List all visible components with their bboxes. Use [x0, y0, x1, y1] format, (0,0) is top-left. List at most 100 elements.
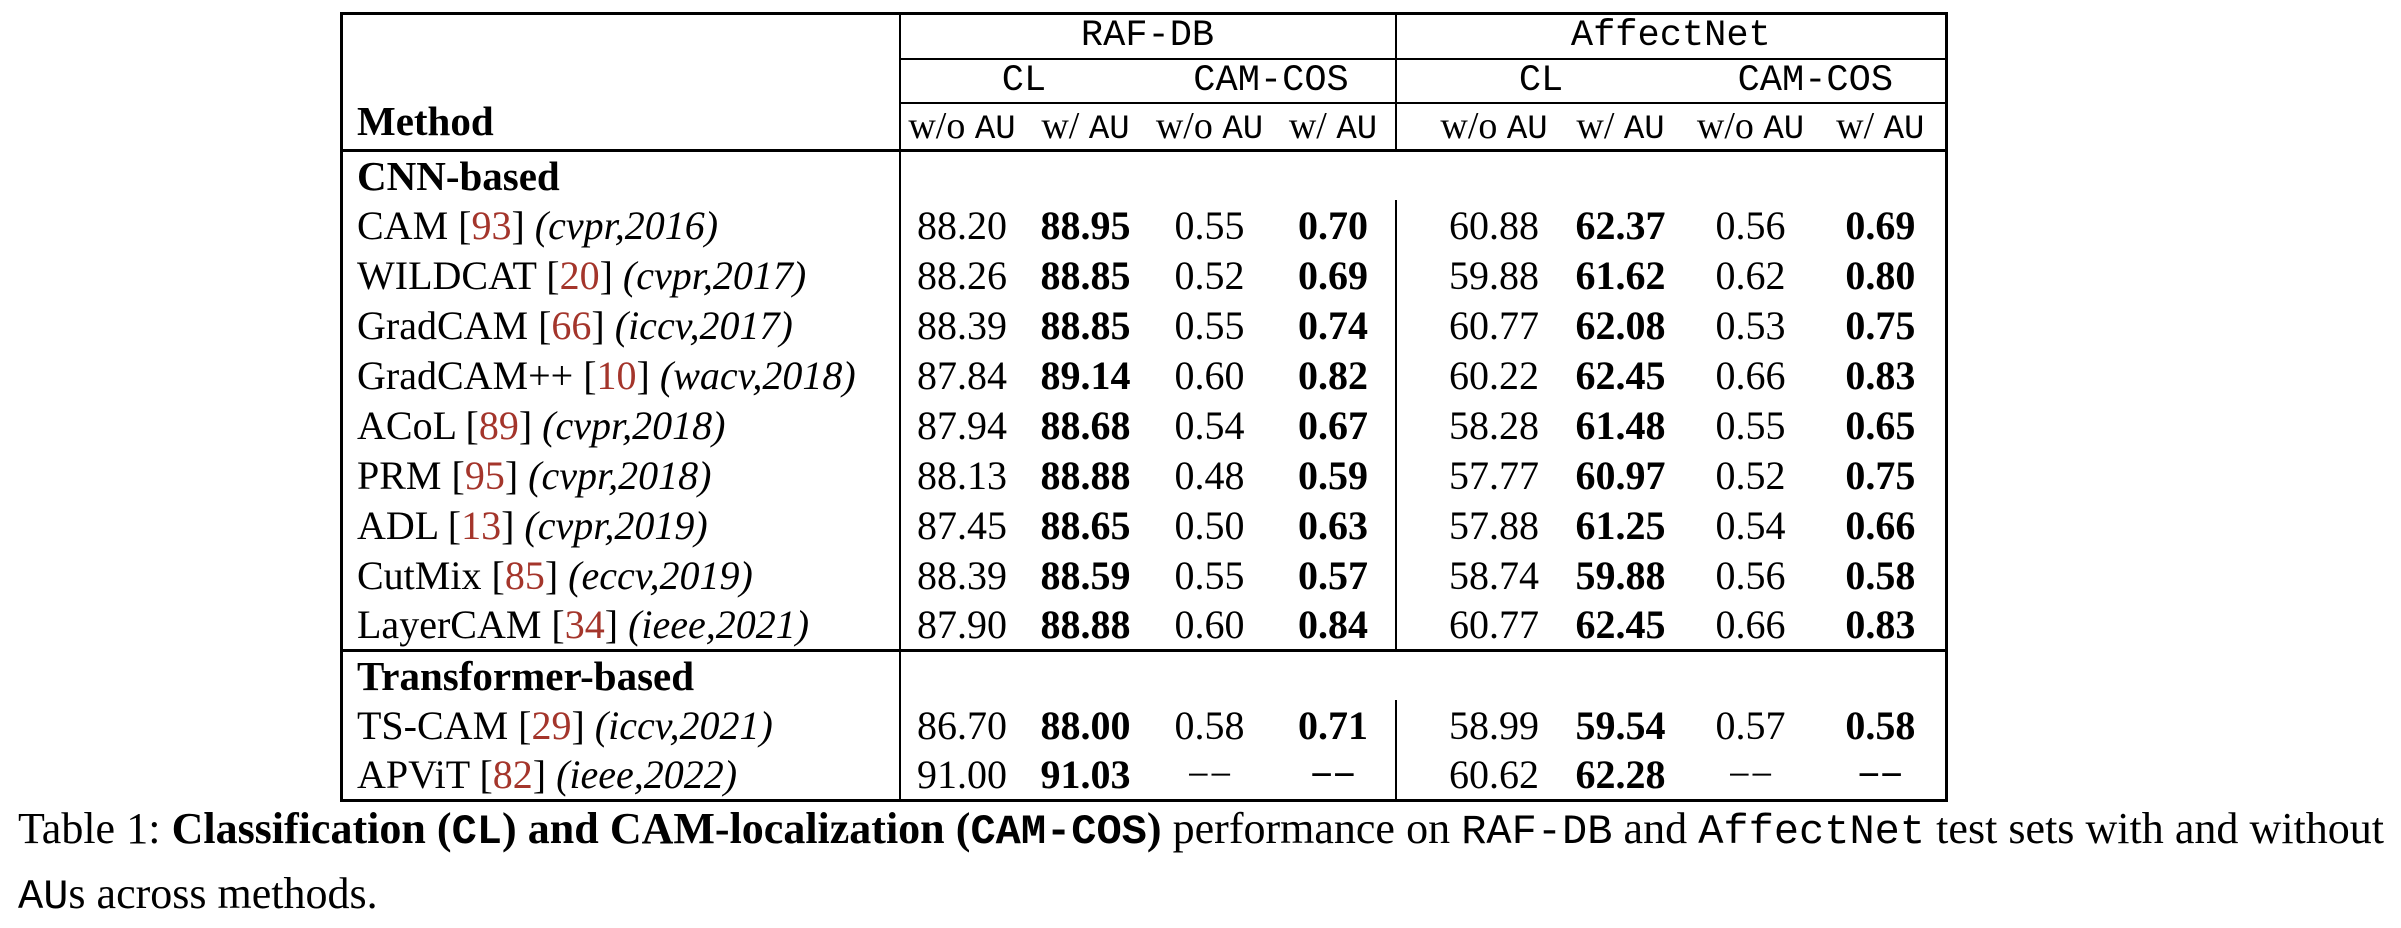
value-cell: 62.45	[1575, 352, 1666, 398]
citation-bracket: [	[541, 601, 565, 647]
wo-label: w/o	[908, 104, 975, 147]
value-cell: 0.55	[1174, 202, 1245, 248]
citation-bracket: ]	[532, 751, 557, 797]
citation-bracket: ]	[636, 352, 660, 398]
value-cell: 0.75	[1845, 302, 1916, 348]
caption-affectnet-code: AffectNet	[1698, 808, 1926, 856]
value-cell: 0.59	[1271, 450, 1397, 500]
value-cell: 0.58	[1845, 702, 1916, 748]
value-cell: 61.62	[1575, 252, 1666, 298]
method-name: CutMix [85] (eccv,2019)	[341, 550, 901, 600]
value-cell: 0.60	[1174, 352, 1245, 398]
citation-number: 82	[492, 751, 533, 797]
affectnet-label: AffectNet	[1570, 15, 1771, 58]
value-cell: 87.45	[917, 502, 1007, 548]
citation-bracket: ]	[604, 601, 629, 647]
caption-camcos-code: CAM-COS	[970, 808, 1147, 856]
method-label: LayerCAM	[357, 601, 542, 647]
citation-number: 85	[504, 552, 545, 598]
value-cell: 62.28	[1575, 751, 1666, 797]
citation-bracket: ]	[544, 552, 569, 598]
value-cell: 0.54	[1715, 502, 1786, 548]
citation-number: 10	[596, 352, 637, 398]
value-cell: 89.14	[1040, 352, 1131, 398]
citation-number: 66	[551, 302, 592, 348]
value-cell: 0.82	[1271, 350, 1397, 400]
caption-bold-text: Classification (	[171, 804, 452, 853]
value-cell: 0.69	[1845, 202, 1916, 248]
table-row: PRM [95] (cvpr,2018) 88.13 88.88 0.48 0.59 57…	[341, 450, 1947, 500]
col-header-w-au: w/ AU	[1555, 102, 1686, 152]
venue-label: (ieee,2021)	[628, 601, 810, 647]
value-cell: 0.62	[1715, 252, 1786, 298]
value-cell: 0.66	[1845, 502, 1916, 548]
caption-bold-text: )	[1146, 804, 1173, 853]
value-cell: 0.55	[1715, 402, 1786, 448]
value-cell: 60.22	[1449, 352, 1540, 398]
table-row: WILDCAT [20] (cvpr,2017) 88.26 88.85 0.52 0.…	[341, 250, 1947, 300]
method-name: GradCAM [66] (iccv,2017)	[341, 300, 901, 350]
w-label: w/	[1576, 104, 1624, 147]
au-label: AU	[1222, 110, 1264, 149]
table-row: CAM [93] (cvpr,2016) 88.20 88.95 0.55 0.70 60…	[341, 200, 1947, 250]
citation-bracket: [	[441, 452, 465, 498]
caption-text: and	[1612, 804, 1699, 853]
value-cell: 91.00	[917, 751, 1007, 797]
table-row: APViT [82] (ieee,2022) 91.00 91.03 −− −− 60.6…	[341, 750, 1947, 800]
table-row: GradCAM++ [10] (wacv,2018) 87.84 89.14 0.60…	[341, 350, 1947, 400]
subheader-affectnet-camcos: CAM-COS	[1685, 58, 1947, 104]
citation-number: 34	[564, 601, 605, 647]
value-cell: 0.84	[1271, 600, 1397, 650]
method-name: CAM [93] (cvpr,2016)	[341, 200, 901, 250]
au-label: AU	[974, 110, 1016, 149]
venue-label: (cvpr,2018)	[542, 402, 726, 448]
citation-number: 20	[559, 252, 600, 298]
section-spacer	[899, 648, 1947, 700]
col-header-wo-au: w/o AU	[899, 102, 1024, 152]
value-cell: 61.25	[1575, 502, 1666, 548]
method-name: WILDCAT [20] (cvpr,2017)	[341, 250, 901, 300]
value-cell: 0.58	[1174, 702, 1245, 748]
value-cell: 0.63	[1271, 500, 1397, 550]
caption-text: s across methods.	[68, 869, 378, 918]
value-cell: 88.85	[1040, 302, 1131, 348]
venue-label: (ieee,2022)	[556, 751, 738, 797]
dataset-header-row: Method RAF-DB AffectNet	[341, 13, 1947, 152]
value-cell: 88.65	[1040, 502, 1131, 548]
table-row: LayerCAM [34] (ieee,2021) 87.90 88.88 0.60 0…	[341, 600, 1947, 650]
value-cell: 0.52	[1174, 252, 1245, 298]
value-cell: 60.77	[1449, 302, 1540, 348]
value-cell: −−	[1186, 751, 1233, 797]
value-cell: 0.70	[1271, 200, 1397, 250]
au-label: AU	[1623, 110, 1665, 149]
value-cell: 0.57	[1271, 550, 1397, 600]
wo-label: w/o	[1155, 104, 1223, 147]
method-label: CAM	[357, 202, 449, 248]
value-cell: 62.08	[1575, 302, 1666, 348]
venue-label: (wacv,2018)	[659, 352, 856, 398]
value-cell: 88.00	[1040, 702, 1131, 748]
table-caption: Table 1: Classification (CL) and CAM-loc…	[18, 798, 2384, 928]
value-cell: 0.55	[1174, 302, 1245, 348]
value-cell: 61.48	[1575, 402, 1666, 448]
value-cell: 0.83	[1845, 352, 1916, 398]
venue-label: (cvpr,2017)	[622, 252, 807, 298]
value-cell: 59.54	[1575, 702, 1666, 748]
caption-text: test sets with and without	[1925, 804, 2384, 853]
value-cell: 88.20	[917, 202, 1007, 248]
value-cell: 91.03	[1040, 751, 1131, 797]
results-table-wrap: Method RAF-DB AffectNet CL CAM-COS CL CA…	[340, 12, 1949, 802]
section-header: CNN-based	[341, 148, 901, 200]
method-label: TS-CAM	[357, 702, 509, 748]
venue-label: (cvpr,2018)	[528, 452, 712, 498]
section-row: CNN-based	[341, 148, 1947, 200]
method-name: PRM [95] (cvpr,2018)	[341, 450, 901, 500]
value-cell: 88.39	[917, 302, 1007, 348]
au-label: AU	[1763, 110, 1805, 149]
cl-label: CL	[1001, 59, 1047, 102]
citation-number: 89	[478, 402, 519, 448]
value-cell: 60.88	[1449, 202, 1540, 248]
value-cell: 88.85	[1040, 252, 1131, 298]
value-cell: 87.84	[917, 352, 1007, 398]
value-cell: 0.53	[1715, 302, 1786, 348]
